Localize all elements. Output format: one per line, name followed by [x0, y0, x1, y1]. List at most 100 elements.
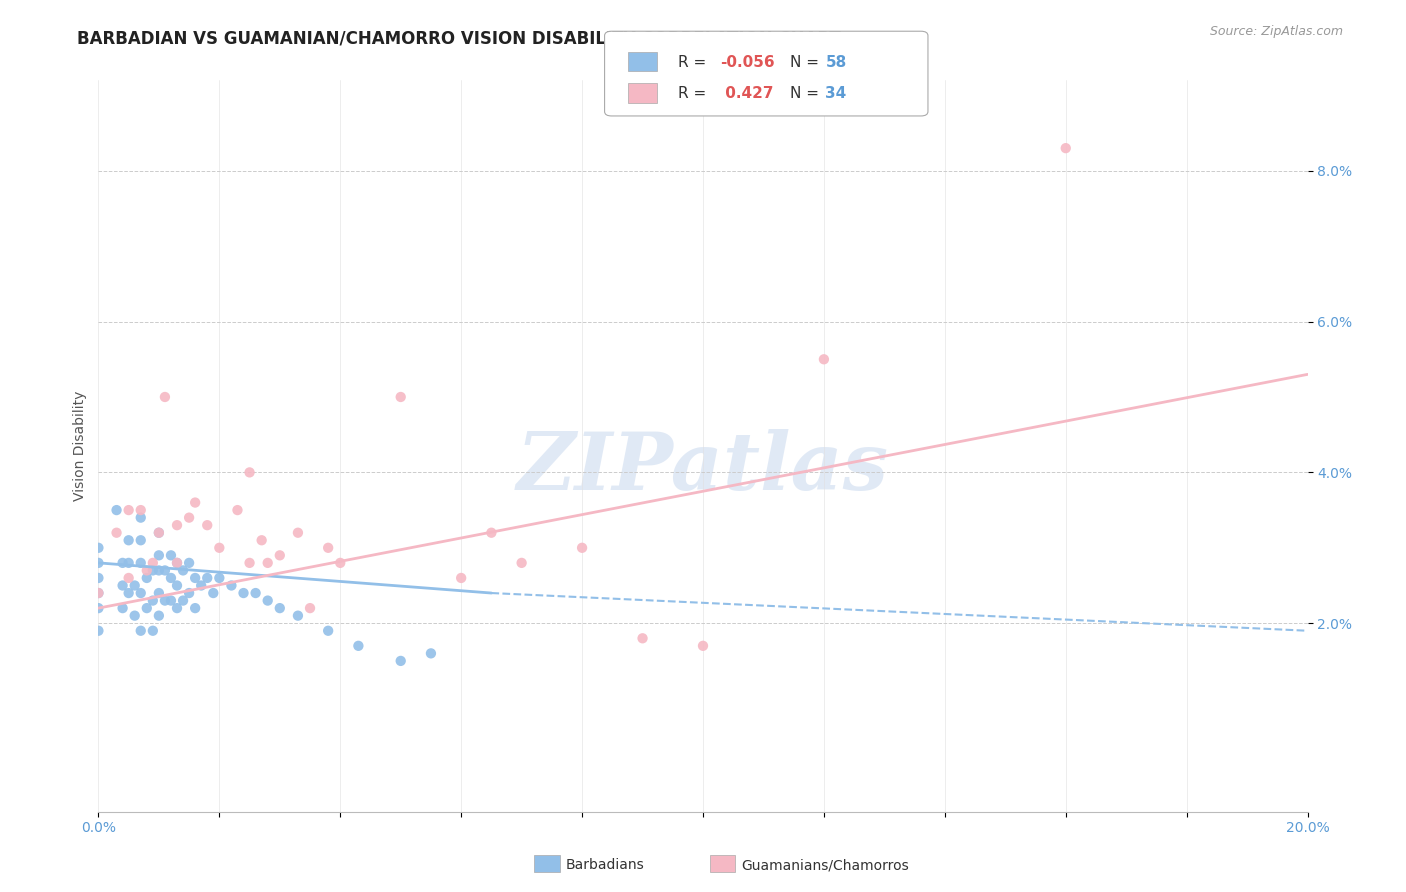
Point	[142, 556, 165, 570]
Point	[184, 601, 207, 615]
Text: -0.056: -0.056	[720, 55, 775, 70]
Point	[232, 586, 254, 600]
Point	[221, 578, 243, 592]
Point	[148, 586, 170, 600]
Point	[250, 533, 273, 548]
Text: BARBADIAN VS GUAMANIAN/CHAMORRO VISION DISABILITY CORRELATION CHART: BARBADIAN VS GUAMANIAN/CHAMORRO VISION D…	[77, 29, 841, 47]
Point	[179, 556, 201, 570]
Point	[287, 525, 309, 540]
Point	[347, 639, 370, 653]
Point	[450, 571, 472, 585]
Point	[153, 390, 176, 404]
Point	[87, 586, 110, 600]
Text: 0.427: 0.427	[720, 87, 773, 101]
Point	[148, 525, 170, 540]
Point	[166, 578, 188, 592]
Point	[239, 556, 262, 570]
Point	[87, 601, 110, 615]
Point	[153, 593, 176, 607]
Point	[208, 571, 231, 585]
Point	[129, 503, 152, 517]
Point	[166, 518, 188, 533]
Point	[316, 541, 339, 555]
Point	[389, 390, 412, 404]
Point	[208, 541, 231, 555]
Point	[813, 352, 835, 367]
Point	[129, 533, 152, 548]
Point	[87, 571, 110, 585]
Point	[142, 593, 165, 607]
Point	[190, 578, 212, 592]
Point	[111, 556, 134, 570]
Point	[256, 593, 278, 607]
Point	[389, 654, 412, 668]
Point	[166, 601, 188, 615]
Text: R =: R =	[678, 55, 711, 70]
Text: N =: N =	[790, 87, 824, 101]
Point	[87, 556, 110, 570]
Point	[118, 503, 141, 517]
Text: 34: 34	[825, 87, 846, 101]
Point	[166, 556, 188, 570]
Text: ZIPatlas: ZIPatlas	[517, 429, 889, 507]
Point	[184, 495, 207, 509]
Point	[179, 510, 201, 524]
Point	[87, 624, 110, 638]
Point	[226, 503, 249, 517]
Point	[316, 624, 339, 638]
Point	[256, 556, 278, 570]
Point	[148, 549, 170, 563]
Point	[172, 593, 194, 607]
Point	[111, 578, 134, 592]
Point	[195, 518, 218, 533]
Y-axis label: Vision Disability: Vision Disability	[73, 391, 87, 501]
Point	[692, 639, 714, 653]
Point	[245, 586, 267, 600]
Point	[287, 608, 309, 623]
Point	[269, 601, 291, 615]
Point	[148, 608, 170, 623]
Point	[129, 556, 152, 570]
Point	[105, 503, 128, 517]
Point	[142, 624, 165, 638]
Point	[129, 510, 152, 524]
Point	[202, 586, 225, 600]
Point	[172, 563, 194, 577]
Text: Source: ZipAtlas.com: Source: ZipAtlas.com	[1209, 25, 1343, 38]
Point	[631, 632, 654, 646]
Point	[148, 525, 170, 540]
Point	[124, 578, 146, 592]
Point	[124, 608, 146, 623]
Point	[510, 556, 533, 570]
Point	[571, 541, 593, 555]
Text: N =: N =	[790, 55, 824, 70]
Point	[118, 571, 141, 585]
Point	[87, 586, 110, 600]
Point	[118, 533, 141, 548]
Text: 58: 58	[825, 55, 846, 70]
Point	[153, 563, 176, 577]
Point	[420, 646, 443, 660]
Point	[269, 549, 291, 563]
Point	[148, 563, 170, 577]
Point	[1054, 141, 1077, 155]
Point	[184, 571, 207, 585]
Point	[135, 571, 157, 585]
Text: Guamanians/Chamorros: Guamanians/Chamorros	[741, 858, 908, 872]
Point	[118, 556, 141, 570]
Point	[118, 586, 141, 600]
Text: R =: R =	[678, 87, 711, 101]
Point	[111, 601, 134, 615]
Point	[135, 601, 157, 615]
Point	[142, 563, 165, 577]
Point	[129, 624, 152, 638]
Point	[166, 556, 188, 570]
Point	[160, 593, 183, 607]
Text: Barbadians: Barbadians	[565, 858, 644, 872]
Point	[160, 571, 183, 585]
Point	[239, 466, 262, 480]
Point	[129, 586, 152, 600]
Point	[135, 563, 157, 577]
Point	[329, 556, 352, 570]
Point	[481, 525, 503, 540]
